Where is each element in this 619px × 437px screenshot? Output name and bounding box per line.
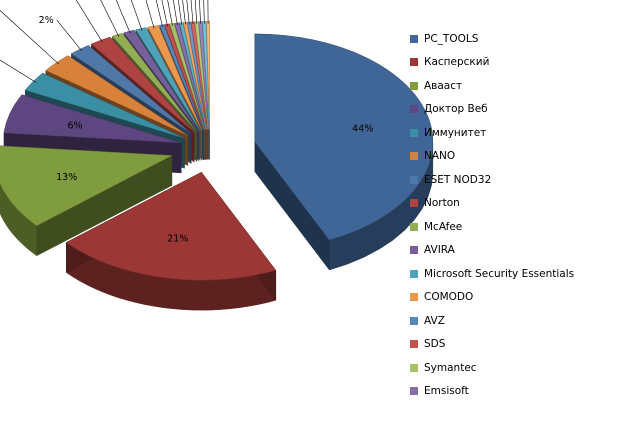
legend-swatch bbox=[410, 58, 418, 67]
leader-line bbox=[190, 0, 194, 25]
leader-line bbox=[0, 59, 37, 83]
legend-swatch bbox=[410, 293, 418, 302]
pie-slice bbox=[90, 36, 195, 133]
legend-swatch bbox=[410, 316, 418, 325]
legend-swatch bbox=[410, 387, 418, 396]
legend-label: Emsisoft bbox=[424, 385, 469, 398]
legend-label: Иммунитет bbox=[424, 126, 487, 139]
pie-slice bbox=[0, 145, 173, 227]
legend-label: NANO bbox=[424, 150, 456, 163]
legend-item: ESET NOD32 bbox=[410, 168, 615, 192]
legend-swatch bbox=[410, 81, 418, 90]
legend-label: Доктор Веб bbox=[424, 103, 488, 116]
pie-slice bbox=[159, 24, 204, 131]
legend-item: PC_TOOLS bbox=[410, 27, 615, 51]
legend-item: Авааст bbox=[410, 74, 615, 98]
leader-line bbox=[173, 0, 178, 26]
pie-slice bbox=[111, 32, 197, 132]
pie-label: 21% bbox=[167, 234, 188, 245]
pie-slice bbox=[70, 45, 192, 134]
legend-item: NANO bbox=[410, 145, 615, 169]
leader-line bbox=[167, 0, 173, 26]
legend-label: Microsoft Security Essentials bbox=[424, 267, 575, 280]
leader-line bbox=[100, 0, 120, 37]
leader-line bbox=[186, 0, 190, 25]
legend-swatch bbox=[410, 246, 418, 255]
legend-label: COMODO bbox=[424, 291, 474, 304]
pie-slice bbox=[45, 55, 188, 136]
legend-item: Касперский bbox=[410, 51, 615, 75]
legend-swatch bbox=[410, 363, 418, 372]
legend-swatch bbox=[410, 222, 418, 231]
legend-item: Emsisoft bbox=[410, 380, 615, 404]
leader-line bbox=[145, 0, 155, 29]
leader-line bbox=[161, 0, 168, 27]
leader-line bbox=[130, 0, 143, 31]
leader-line bbox=[115, 0, 131, 34]
leader-line bbox=[207, 0, 209, 24]
legend-item: AVIRA bbox=[410, 239, 615, 263]
legend-swatch bbox=[410, 199, 418, 208]
legend-label: Касперский bbox=[424, 56, 490, 69]
leader-line bbox=[155, 0, 163, 28]
leader-line bbox=[199, 0, 201, 24]
pie-slice bbox=[24, 72, 185, 139]
pie-labels: 44%21%13%6%3%3%2%2%1%1%1%1%0%0%0%0%0%0%0… bbox=[0, 0, 373, 245]
legend-item: Norton bbox=[410, 192, 615, 216]
legend-label: McAfee bbox=[424, 220, 463, 233]
leader-line bbox=[194, 0, 198, 24]
legend-item: COMODO bbox=[410, 286, 615, 310]
legend-label: AVZ bbox=[424, 314, 445, 327]
pie-slice bbox=[65, 171, 277, 281]
legend-item: McAfee bbox=[410, 215, 615, 239]
legend-swatch bbox=[410, 34, 418, 43]
legend-item: AVZ bbox=[410, 309, 615, 333]
pie-slice bbox=[147, 25, 203, 131]
pie-slice bbox=[135, 27, 201, 131]
legend-label: SDS bbox=[424, 338, 446, 351]
pie-label: 13% bbox=[56, 172, 77, 183]
leader-line bbox=[182, 0, 186, 25]
leader-line bbox=[177, 0, 183, 25]
legend-swatch bbox=[410, 175, 418, 184]
pie-slice bbox=[3, 94, 182, 144]
leader-line bbox=[0, 10, 60, 65]
legend-swatch bbox=[410, 340, 418, 349]
pie-label: 2% bbox=[39, 15, 54, 26]
pie-slice bbox=[123, 29, 199, 132]
pie-label: 44% bbox=[352, 124, 373, 135]
legend-item: Microsoft Security Essentials bbox=[410, 262, 615, 286]
legend-label: AVIRA bbox=[424, 244, 455, 257]
pie-slice bbox=[254, 33, 434, 241]
legend-swatch bbox=[410, 152, 418, 161]
pie-label: 6% bbox=[67, 121, 82, 132]
legend-item: Доктор Веб bbox=[410, 98, 615, 122]
legend-label: Symantec bbox=[424, 361, 477, 374]
legend-item: Иммунитет bbox=[410, 121, 615, 145]
leader-line bbox=[56, 19, 83, 52]
legend-label: PC_TOOLS bbox=[424, 32, 479, 45]
legend-swatch bbox=[410, 128, 418, 137]
legend-label: ESET NOD32 bbox=[424, 173, 492, 186]
legend-swatch bbox=[410, 105, 418, 114]
legend-item: Symantec bbox=[410, 356, 615, 380]
legend-label: Авааст bbox=[424, 79, 463, 92]
chart-legend: PC_TOOLS Касперский Авааст Доктор Веб Им… bbox=[410, 27, 615, 403]
legend-item: SDS bbox=[410, 333, 615, 357]
legend-label: Norton bbox=[424, 197, 460, 210]
legend-swatch bbox=[410, 269, 418, 278]
leader-line bbox=[75, 0, 103, 43]
leader-line bbox=[203, 0, 205, 24]
pie-tops bbox=[0, 21, 434, 281]
